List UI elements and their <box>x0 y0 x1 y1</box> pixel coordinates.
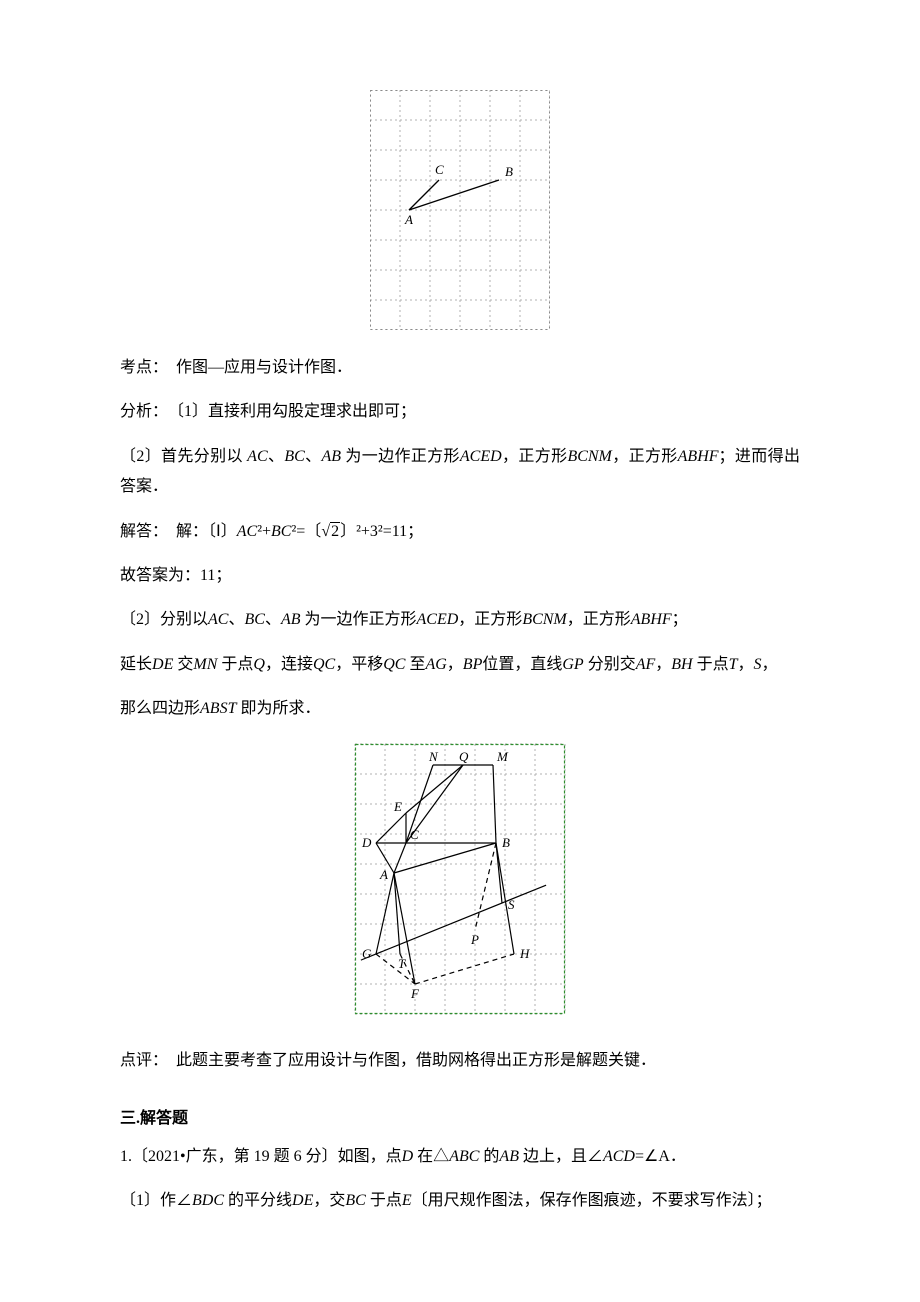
svg-text:C: C <box>435 162 444 177</box>
svg-text:M: M <box>496 749 509 764</box>
kaodian-line: 考点： 作图—应用与设计作图． <box>120 353 800 383</box>
q1-line: 1.〔2021•广东，第 19 题 6 分〕如图，点D 在△ABC 的AB 边上… <box>120 1142 800 1172</box>
svg-text:E: E <box>393 799 402 814</box>
fenxi-text-1: 〔1〕直接利用勾股定理求出即可； <box>160 403 416 420</box>
q2-line: 〔1〕作∠BDC 的平分线DE，交BC 于点E〔用尺规作图法，保存作图痕迹，不要… <box>120 1186 800 1216</box>
svg-text:A: A <box>379 867 388 882</box>
dianping-text: 此题主要考查了应用设计与作图，借助网格得出正方形是解题关键． <box>160 1052 656 1069</box>
jieda-label: 解答： <box>120 523 160 540</box>
dianping-label: 点评： <box>120 1052 160 1069</box>
svg-text:A: A <box>404 212 413 227</box>
svg-text:T: T <box>398 956 406 971</box>
svg-text:F: F <box>410 986 420 1001</box>
svg-text:D: D <box>361 835 372 850</box>
svg-text:C: C <box>410 827 419 842</box>
jieda-line-2: 故答案为：11； <box>120 561 800 591</box>
jieda-line-5: 那么四边形ABST 即为所求． <box>120 694 800 724</box>
section-3-title: 三.解答题 <box>120 1104 800 1128</box>
svg-text:G: G <box>362 946 372 961</box>
fenxi-label: 分析： <box>120 403 160 420</box>
svg-text:S: S <box>508 897 515 912</box>
svg-text:P: P <box>470 932 479 947</box>
jieda-line-3: 〔2〕分别以AC、BC、AB 为一边作正方形ACED，正方形BCNM，正方形AB… <box>120 605 800 635</box>
kaodian-label: 考点： <box>120 359 160 376</box>
jieda-line-1: 解答： 解：〔Ⅰ〕AC²+BC²=〔√2〕²+3²=11； <box>120 517 800 547</box>
dianping-line: 点评： 此题主要考查了应用设计与作图，借助网格得出正方形是解题关键． <box>120 1046 800 1076</box>
svg-text:B: B <box>502 835 510 850</box>
svg-text:H: H <box>519 946 530 961</box>
fenxi-line-1: 分析： 〔1〕直接利用勾股定理求出即可； <box>120 397 800 427</box>
figure-1: A B C <box>120 90 800 335</box>
figure-2: N Q M E D C B A S P G T H F <box>120 739 800 1028</box>
kaodian-text: 作图—应用与设计作图． <box>160 359 352 376</box>
jieda-line-4: 延长DE 交MN 于点Q，连接QC，平移QC 至AG，BP位置，直线GP 分别交… <box>120 650 800 680</box>
sqrt-2: √2 <box>321 517 340 547</box>
svg-text:B: B <box>505 164 513 179</box>
svg-text:N: N <box>428 749 439 764</box>
svg-text:Q: Q <box>459 749 469 764</box>
fenxi-line-2: 〔2〕首先分别以 AC、BC、AB 为一边作正方形ACED，正方形BCNM，正方… <box>120 442 800 503</box>
